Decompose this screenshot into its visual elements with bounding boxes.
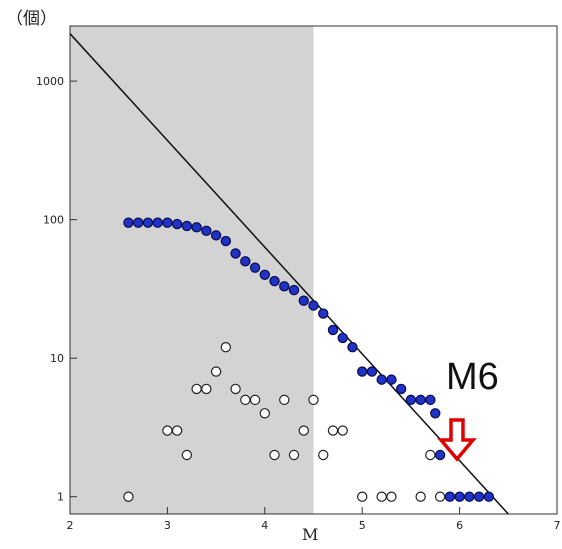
x-tick-label: 6	[456, 519, 463, 532]
count-point	[123, 491, 134, 502]
cumulative-point	[337, 332, 348, 344]
count-point	[240, 394, 251, 406]
cumulative-point	[191, 222, 202, 233]
cumulative-point	[430, 408, 441, 419]
cumulative-point	[395, 383, 407, 395]
cumulative-point	[298, 295, 309, 306]
y-axis-unit-label: （個）	[6, 9, 57, 29]
cumulative-point	[454, 491, 465, 502]
cumulative-point	[483, 491, 495, 502]
cumulative-point	[318, 308, 329, 319]
x-tick-label: 7	[554, 519, 561, 532]
count-point	[220, 342, 232, 353]
cumulative-point	[162, 217, 173, 228]
x-tick-label: 3	[164, 519, 171, 532]
cumulative-point	[123, 217, 134, 228]
count-point	[259, 408, 270, 419]
count-point	[279, 394, 290, 406]
cumulative-point	[201, 225, 212, 237]
cumulative-point	[269, 275, 280, 287]
cumulative-point	[171, 218, 183, 230]
x-tick-label: 2	[67, 519, 74, 532]
cumulative-point	[308, 300, 319, 311]
cumulative-point	[425, 394, 436, 406]
count-point	[249, 394, 261, 406]
plot-border	[69, 25, 558, 515]
count-point	[288, 449, 300, 461]
count-point	[162, 425, 173, 436]
count-point	[308, 394, 319, 406]
cumulative-point	[405, 394, 417, 406]
cumulative-point	[415, 394, 426, 406]
shaded-band	[70, 26, 314, 514]
cumulative-point	[464, 491, 475, 502]
count-point	[357, 491, 368, 502]
cumulative-point	[376, 374, 387, 385]
cumulative-point	[240, 256, 251, 267]
cumulative-point	[142, 217, 154, 228]
count-point	[434, 491, 446, 502]
cumulative-point	[386, 374, 397, 385]
count-point	[230, 383, 241, 395]
cumulative-point	[288, 284, 300, 296]
shaded-region	[70, 26, 314, 514]
cumulative-point	[152, 217, 163, 228]
y-tick-label: 10	[50, 352, 64, 365]
cumulative-point	[181, 220, 193, 232]
cumulative-point	[210, 230, 222, 241]
count-point	[376, 491, 387, 502]
cumulative-point	[279, 281, 290, 292]
annotation-label: M6	[446, 356, 499, 398]
count-point	[318, 449, 329, 461]
cumulative-point	[230, 248, 241, 259]
y-tick-label: 1000	[36, 75, 64, 88]
count-point	[181, 449, 193, 461]
cumulative-point	[132, 217, 144, 228]
count-point	[327, 425, 339, 436]
x-tick-label: 4	[261, 519, 268, 532]
x-axis-label: M	[302, 525, 319, 544]
data-points	[123, 217, 495, 502]
reference-line-layer	[69, 33, 509, 515]
y-tick-label: 100	[43, 214, 64, 227]
down-arrow-icon	[437, 418, 477, 462]
cumulative-point	[220, 235, 232, 247]
cumulative-point	[259, 269, 270, 280]
cumulative-point	[434, 449, 446, 461]
count-point	[386, 491, 397, 502]
count-point	[298, 425, 309, 436]
count-point	[171, 425, 183, 436]
cumulative-point	[444, 491, 456, 502]
count-point	[425, 449, 436, 461]
axis-ticks: 2 3 4 5 6 7 1 10 100 1000	[36, 75, 561, 532]
y-tick-label: 1	[57, 491, 64, 504]
cumulative-point	[249, 262, 261, 273]
cumulative-point	[473, 491, 485, 502]
plot-frame	[69, 25, 558, 515]
annotation-arrow-layer	[437, 418, 477, 462]
cumulative-point	[357, 366, 368, 377]
count-point	[337, 425, 348, 436]
reference-line	[69, 33, 509, 515]
cumulative-point	[327, 324, 339, 336]
count-point	[269, 449, 280, 461]
x-tick-label: 5	[359, 519, 366, 532]
count-point	[191, 383, 202, 395]
cumulative-point	[366, 366, 378, 377]
count-point	[415, 491, 426, 502]
count-point	[210, 366, 222, 377]
count-point	[201, 383, 212, 395]
cumulative-point	[347, 342, 358, 353]
